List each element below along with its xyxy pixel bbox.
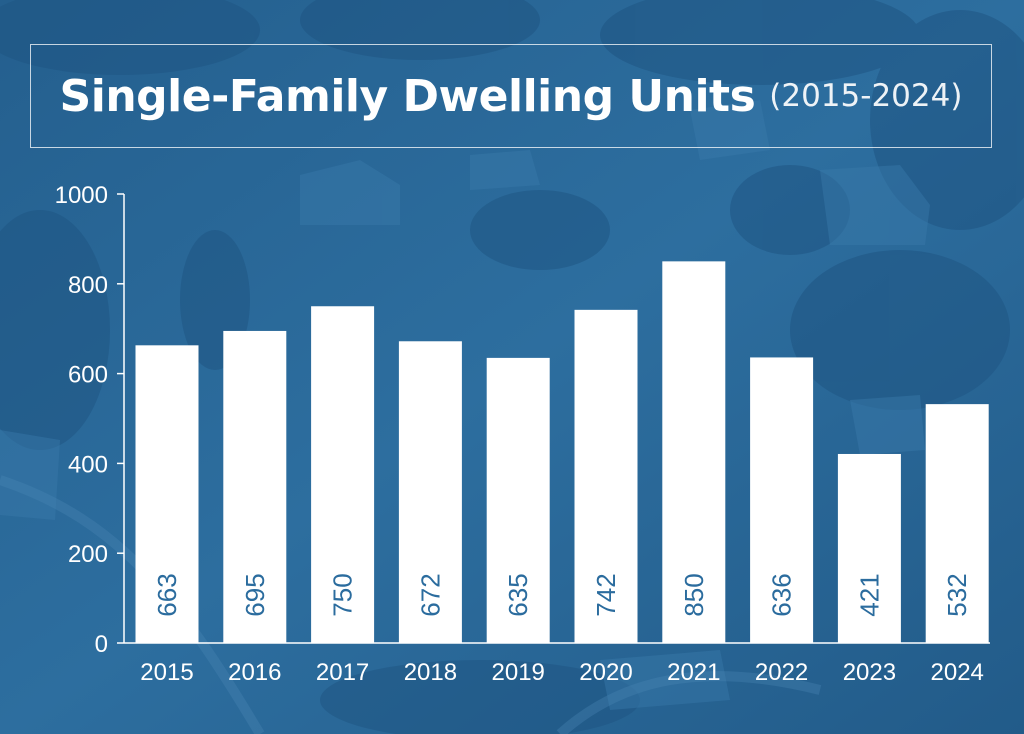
x-tick-label: 2021 (667, 659, 720, 686)
x-tick-label: 2018 (404, 659, 457, 686)
x-tick-label: 2019 (492, 659, 545, 686)
x-tick-label: 2024 (931, 659, 984, 686)
x-tick-label: 2016 (228, 659, 281, 686)
data-label: 635 (503, 573, 533, 616)
data-label: 532 (942, 573, 972, 616)
y-tick-label: 800 (68, 272, 108, 299)
y-tick-label: 200 (68, 541, 108, 568)
x-tick-label: 2020 (579, 659, 632, 686)
bar-2019 (486, 357, 550, 643)
bar-2022 (750, 357, 814, 643)
x-tick-label: 2015 (140, 659, 193, 686)
chart-subtitle: (2015-2024) (769, 78, 963, 114)
y-tick-label: 1000 (55, 182, 108, 209)
chart-title: Single-Family Dwelling Units (59, 70, 756, 122)
data-label: 850 (679, 573, 709, 616)
data-label: 750 (328, 573, 358, 616)
y-tick-label: 400 (68, 451, 108, 478)
bar-2018 (398, 341, 462, 643)
bar-2020 (574, 309, 638, 643)
data-label: 663 (152, 573, 182, 616)
x-tick-label: 2022 (755, 659, 808, 686)
data-label: 672 (415, 573, 445, 616)
y-tick-label: 600 (68, 362, 108, 389)
bar-2015 (135, 345, 199, 643)
title-box: Single-Family Dwelling Units (2015-2024) (30, 44, 992, 148)
bar-2017 (311, 306, 375, 643)
x-tick-label: 2017 (316, 659, 369, 686)
bar-2024 (925, 404, 989, 643)
bar-2023 (837, 453, 901, 643)
data-label: 421 (854, 573, 884, 616)
bar-2016 (223, 330, 287, 643)
bar-2021 (662, 261, 726, 643)
data-label: 636 (767, 573, 797, 616)
y-tick-label: 0 (95, 631, 108, 658)
data-label: 695 (240, 573, 270, 616)
data-label: 742 (591, 573, 621, 616)
x-tick-label: 2023 (843, 659, 896, 686)
